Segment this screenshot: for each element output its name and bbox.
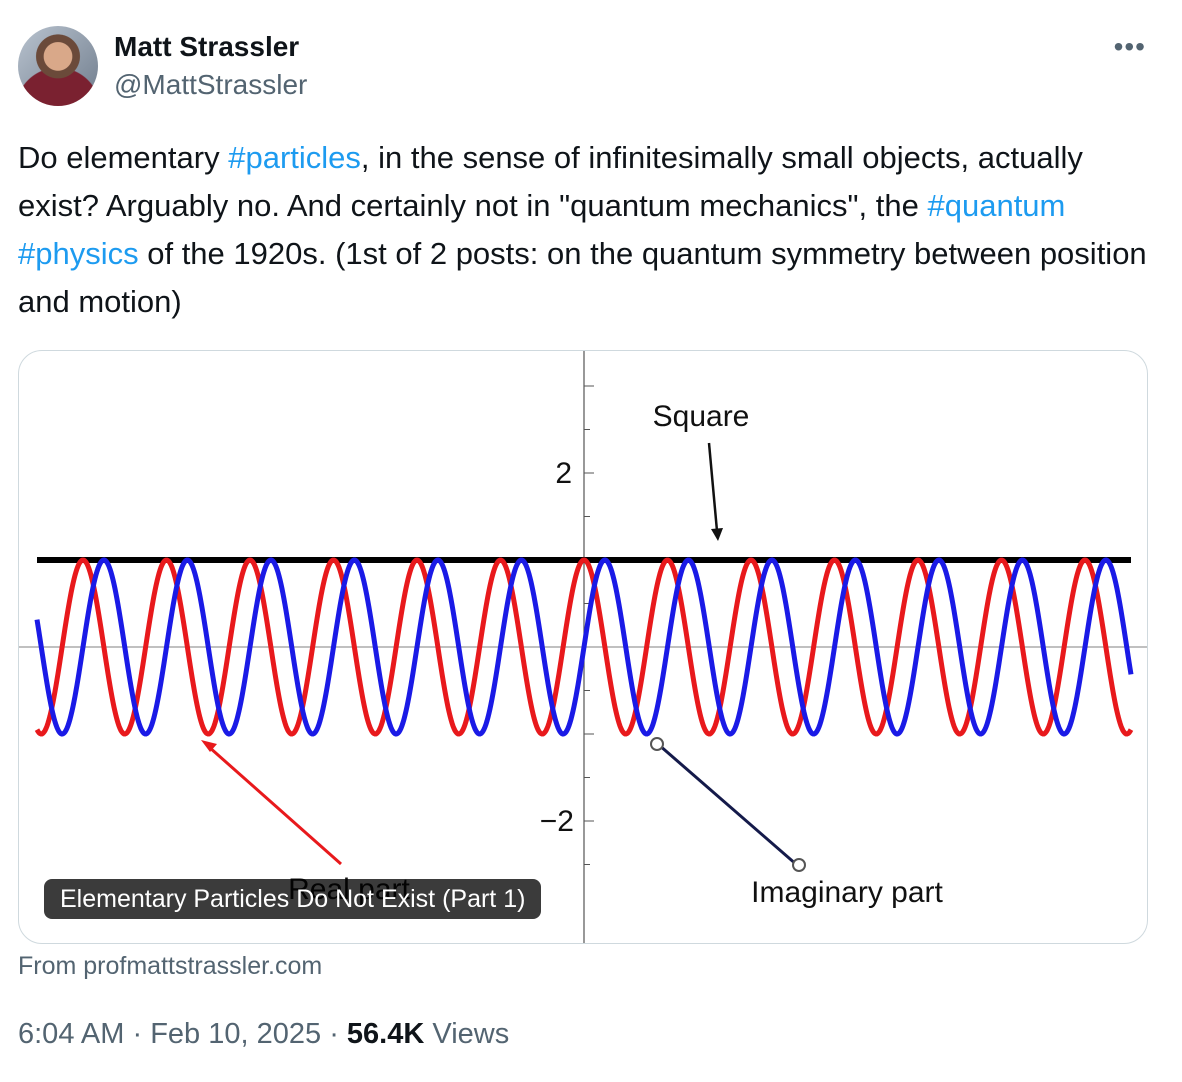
hashtag-link[interactable]: #quantum [927,188,1066,223]
imaginary-part-series-line [34,557,1134,737]
views-label: Views [432,1018,510,1050]
meta-separator: · [132,1018,143,1050]
card-source[interactable]: From profmattstrassler.com [18,952,323,980]
tweet-header: Matt Strassler @MattStrassler ••• [18,26,1164,108]
annotation-square: Square [653,400,750,433]
chart-image: 2−2 SquareReal partImaginary part [19,351,1147,943]
y-tick-label: −2 [540,805,574,838]
annotation-arrow [707,442,719,532]
hashtag-link[interactable]: #particles [228,140,361,175]
avatar[interactable] [18,26,98,106]
card-title: Elementary Particles Do Not Exist (Part … [44,879,542,919]
tweet-text-segment: Do elementary [18,140,229,175]
tweet-time[interactable]: 6:04 AM [18,1018,125,1050]
views-count: 56.4K [346,1018,425,1050]
annotation-marker [650,737,664,751]
annotation-arrow [658,743,798,867]
annotation-arrowhead [711,528,723,541]
tweet-text: Do elementary #particles, in the sense o… [18,134,1148,326]
annotation-arrowhead [201,740,217,752]
link-card[interactable]: 2−2 SquareReal partImaginary part Elemen… [18,350,1148,944]
hashtag-link[interactable]: #physics [18,236,139,271]
y-tick-label: 2 [555,457,572,490]
annotation-arrow [208,745,342,866]
annotation-marker [792,858,806,872]
author-name[interactable]: Matt Strassler [114,31,300,62]
chart-series [34,557,1134,737]
tweet-date[interactable]: Feb 10, 2025 [150,1018,322,1050]
tweet-text-segment: of the 1920s. (1st of 2 posts: on the qu… [18,236,1147,319]
tweet-meta: 6:04 AM · Feb 10, 2025 · 56.4K Views [18,1018,509,1051]
tweet-text-segment: , in the sense of infinitesimally small … [18,140,1083,223]
meta-separator: · [329,1018,339,1050]
author-handle[interactable]: @MattStrassler [114,69,308,100]
more-icon[interactable]: ••• [1113,31,1146,62]
annotation-imaginary-part: Imaginary part [751,876,943,909]
